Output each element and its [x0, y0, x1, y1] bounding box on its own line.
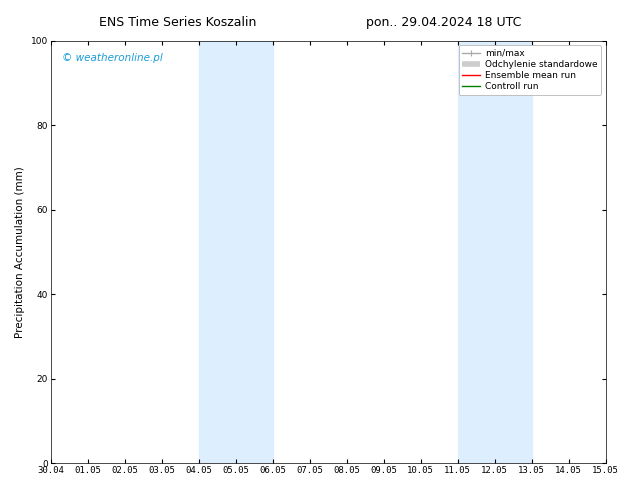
- Text: © weatheronline.pl: © weatheronline.pl: [61, 53, 162, 63]
- Bar: [458, 41, 531, 463]
- Bar: [198, 41, 273, 463]
- Y-axis label: Precipitation Accumulation (mm): Precipitation Accumulation (mm): [15, 166, 25, 338]
- Legend: min/max, Odchylenie standardowe, Ensemble mean run, Controll run: min/max, Odchylenie standardowe, Ensembl…: [458, 45, 601, 95]
- Text: ENS Time Series Koszalin: ENS Time Series Koszalin: [99, 16, 256, 29]
- Text: pon.. 29.04.2024 18 UTC: pon.. 29.04.2024 18 UTC: [366, 16, 522, 29]
